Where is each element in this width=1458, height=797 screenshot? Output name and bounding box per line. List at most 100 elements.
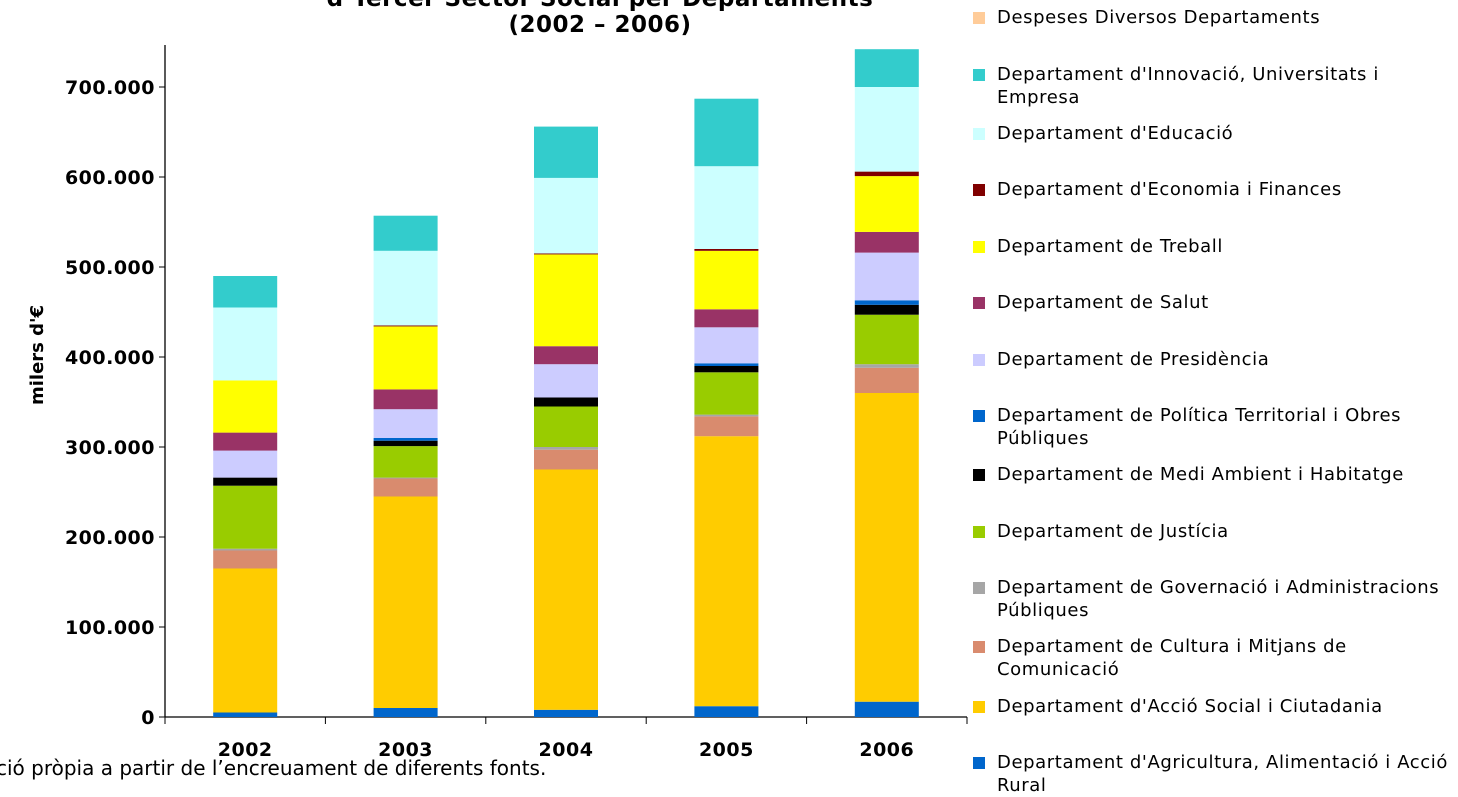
bar-segment xyxy=(213,712,278,717)
bar-segment xyxy=(373,409,438,438)
bar-segment xyxy=(694,436,759,707)
legend-label: Departament de Justícia xyxy=(997,520,1229,542)
bar-segment xyxy=(854,87,919,172)
legend-swatch xyxy=(973,641,985,654)
legend-label: Departament de Treball xyxy=(997,235,1223,257)
bar-segment xyxy=(534,449,598,470)
legend-swatch xyxy=(973,582,985,595)
bar-segment xyxy=(694,414,759,417)
y-tick-label: 700.000 xyxy=(65,77,155,99)
bar-segment xyxy=(694,166,759,249)
y-tick-label: 0 xyxy=(141,707,155,729)
bar-segment xyxy=(534,346,598,365)
bar-segment xyxy=(854,314,919,365)
bar-segment xyxy=(373,708,438,717)
bar-segment xyxy=(373,477,438,479)
chart-title-line1: d’Tercer Sector Social per Departaments xyxy=(220,0,980,12)
bar-segment xyxy=(213,432,278,451)
bar-segment xyxy=(854,49,919,87)
legend-swatch xyxy=(973,297,985,310)
bar-segment xyxy=(213,550,278,569)
bar-segment xyxy=(373,440,438,447)
bar-segment xyxy=(854,171,919,177)
bar-segment xyxy=(213,276,278,308)
bar-segment xyxy=(373,478,438,497)
bar-segment xyxy=(213,380,278,433)
bar-segment xyxy=(694,249,759,251)
bar-segment xyxy=(534,364,598,398)
legend-swatch xyxy=(973,240,985,253)
bar-segment xyxy=(854,231,919,253)
bar-segment xyxy=(373,389,438,410)
bar-segment xyxy=(854,304,919,315)
x-tick-label: 2003 xyxy=(378,739,433,761)
bar-segment xyxy=(534,469,598,710)
legend-label: Departament d'Innovació, Universitats i … xyxy=(997,63,1379,108)
bar-segment xyxy=(534,253,598,255)
y-tick-label: 300.000 xyxy=(65,437,155,459)
bar-segment xyxy=(534,447,598,450)
bar-segment xyxy=(213,485,278,549)
legend-label: Departament d'Educació xyxy=(997,122,1234,144)
bar-segment xyxy=(854,364,919,368)
x-tick-label: 2002 xyxy=(218,739,273,761)
y-tick-label: 400.000 xyxy=(65,347,155,369)
bar-segment xyxy=(373,446,438,478)
bar-segment xyxy=(373,496,438,708)
bar-segment xyxy=(534,254,598,347)
legend-swatch xyxy=(973,469,985,482)
legend-swatch xyxy=(973,353,985,366)
y-tick-label: 100.000 xyxy=(65,617,155,639)
legend-label: Departament de Medi Ambient i Habitatge xyxy=(997,464,1404,486)
legend-label: Departament d'Acció Social i Ciutadania xyxy=(997,695,1383,717)
bar-segment xyxy=(373,250,438,326)
y-tick-label: 600.000 xyxy=(65,167,155,189)
bar-segment xyxy=(213,548,278,551)
legend-swatch xyxy=(973,700,985,713)
bar-segment xyxy=(213,477,278,486)
bar-segment xyxy=(694,98,759,167)
bar-segment xyxy=(854,701,919,717)
legend-label: Departament de Governació i Administraci… xyxy=(997,577,1440,622)
bar-segment xyxy=(694,372,759,415)
bar-segment xyxy=(854,367,919,393)
bar-segment xyxy=(534,406,598,447)
legend-swatch xyxy=(973,127,985,140)
bar-segment xyxy=(694,416,759,437)
legend-swatch xyxy=(973,757,985,770)
bar-segment xyxy=(694,363,759,366)
bar-segment xyxy=(373,215,438,251)
bar-segment xyxy=(534,177,598,254)
x-tick-label: 2006 xyxy=(859,739,914,761)
bar-segment xyxy=(854,393,919,702)
x-tick-label: 2004 xyxy=(539,739,594,761)
legend-swatch xyxy=(973,12,985,24)
legend-label: Departament d'Economia i Finances xyxy=(997,179,1342,201)
x-tick-label: 2005 xyxy=(699,739,754,761)
bar-segment xyxy=(373,326,438,390)
legend-label: Departament de Política Territorial i Ob… xyxy=(997,405,1402,450)
legend-swatch xyxy=(973,184,985,197)
legend-label: Departament de Cultura i Mitjans de Comu… xyxy=(997,636,1347,681)
legend-label: Despeses Diversos Departaments xyxy=(997,7,1321,28)
bar-segment xyxy=(854,176,919,232)
bar-segment xyxy=(373,438,438,441)
bar-segment xyxy=(213,450,278,478)
bar-segment xyxy=(213,307,278,381)
legend-label: Departament de Presidència xyxy=(997,348,1270,370)
legend-swatch xyxy=(973,68,985,81)
bar-segment xyxy=(694,309,759,328)
chart-title-line2: (2002 – 2006) xyxy=(508,12,692,38)
bar-segment xyxy=(213,568,278,713)
bar-segment xyxy=(694,327,759,364)
bar-segment xyxy=(534,126,598,178)
bar-segment xyxy=(694,366,759,373)
source-note: ció pròpia a partir de l’encreuament de … xyxy=(0,756,547,780)
y-tick-label: 200.000 xyxy=(65,527,155,549)
y-tick-label: 500.000 xyxy=(65,257,155,279)
bar-segment xyxy=(534,709,598,717)
bar-segment xyxy=(854,252,919,301)
legend-swatch xyxy=(973,525,985,538)
bar-segment xyxy=(694,706,759,717)
bar-segment xyxy=(373,325,438,327)
